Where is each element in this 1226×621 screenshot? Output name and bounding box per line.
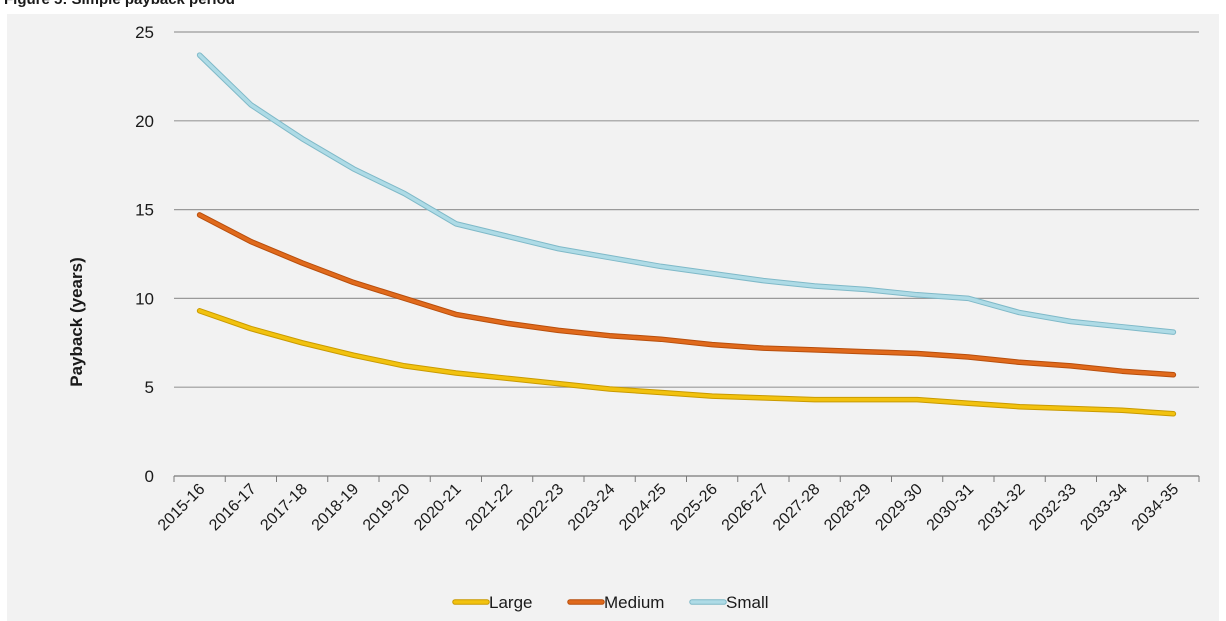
- x-tick-label: 2021-22: [462, 481, 516, 535]
- x-tick-label: 2028-29: [821, 481, 875, 535]
- x-tick-label: 2022-23: [514, 481, 568, 535]
- x-tick-label: 2032-33: [1026, 481, 1080, 535]
- x-tick-label: 2030-31: [924, 481, 978, 535]
- x-tick-label: 2019-20: [360, 481, 414, 535]
- x-tick-label: 2024-25: [616, 481, 670, 535]
- series-line-outline-small: [196, 52, 1177, 335]
- x-tick-label: 2016-17: [206, 481, 260, 535]
- series-line-large: [197, 309, 1176, 416]
- axes: 05101520252015-162016-172017-182018-1920…: [135, 23, 1200, 535]
- y-tick-label: 20: [135, 112, 154, 131]
- y-tick-label: 0: [145, 467, 154, 486]
- y-tick-label: 25: [135, 23, 154, 42]
- x-tick-label: 2015-16: [155, 481, 209, 535]
- chart-panel: [7, 14, 1219, 621]
- gridlines: [174, 31, 1199, 388]
- series-lines: [196, 52, 1177, 417]
- y-tick-label: 10: [135, 289, 154, 308]
- x-tick-label: 2027-28: [770, 481, 824, 535]
- page-header-text: Figure 5: Simple payback period: [4, 0, 235, 8]
- series-line-small: [197, 53, 1176, 334]
- y-tick-label: 15: [135, 201, 154, 220]
- x-tick-label: 2018-19: [309, 481, 363, 535]
- legend-label-medium: Medium: [604, 593, 664, 612]
- series-line-medium: [197, 213, 1176, 377]
- x-tick-label: 2029-30: [872, 481, 926, 535]
- x-tick-label: 2023-24: [565, 481, 619, 535]
- x-tick-label: 2034-35: [1129, 481, 1183, 535]
- x-tick-label: 2020-21: [411, 481, 465, 535]
- x-tick-label: 2025-26: [667, 481, 721, 535]
- page-header: Figure 5: Simple payback period: [0, 0, 1226, 14]
- x-tick-label: 2033-34: [1077, 481, 1131, 535]
- x-tick-label: 2026-27: [719, 481, 773, 535]
- legend-label-large: Large: [489, 593, 532, 612]
- legend-label-small: Small: [726, 593, 769, 612]
- legend: Large Medium Small: [452, 593, 769, 612]
- x-tick-label: 2017-18: [257, 481, 311, 535]
- x-tick-label: 2031-32: [975, 481, 1029, 535]
- y-tick-label: 5: [145, 378, 154, 397]
- y-axis-label: Payback (years): [67, 257, 86, 386]
